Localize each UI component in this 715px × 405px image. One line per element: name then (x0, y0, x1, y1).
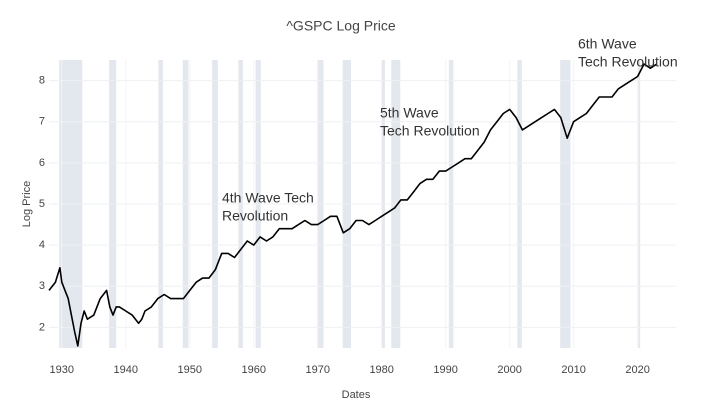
y-tick-label: 4 (39, 239, 45, 251)
x-tick-label: 1930 (50, 364, 74, 376)
x-tick-label: 1940 (114, 364, 138, 376)
x-tick-label: 2010 (561, 364, 585, 376)
y-axis-label: Log Price (21, 181, 33, 227)
x-tick-label: 1990 (433, 364, 457, 376)
x-tick-label: 1970 (305, 364, 329, 376)
y-tick-label: 6 (39, 157, 45, 169)
chart-title: ^GSPC Log Price (286, 18, 395, 34)
annotation: 6th Wave (578, 36, 637, 52)
y-tick-label: 5 (39, 198, 45, 210)
x-tick-label: 2000 (497, 364, 521, 376)
y-tick-label: 2 (39, 321, 45, 333)
annotation: 5th Wave (380, 105, 439, 121)
x-tick-label: 2020 (625, 364, 649, 376)
annotation: 4th Wave Tech (222, 190, 314, 206)
annotation: Revolution (222, 208, 288, 224)
y-tick-label: 8 (39, 74, 45, 86)
y-tick-label: 3 (39, 280, 45, 292)
x-axis-label: Dates (342, 389, 371, 401)
annotation: Tech Revolution (380, 123, 480, 139)
annotation: Tech Revolution (578, 54, 678, 70)
price-line (48, 63, 658, 347)
y-tick-label: 7 (39, 116, 45, 128)
x-tick-label: 1950 (178, 364, 202, 376)
x-tick-label: 1980 (369, 364, 393, 376)
x-tick-label: 1960 (241, 364, 265, 376)
